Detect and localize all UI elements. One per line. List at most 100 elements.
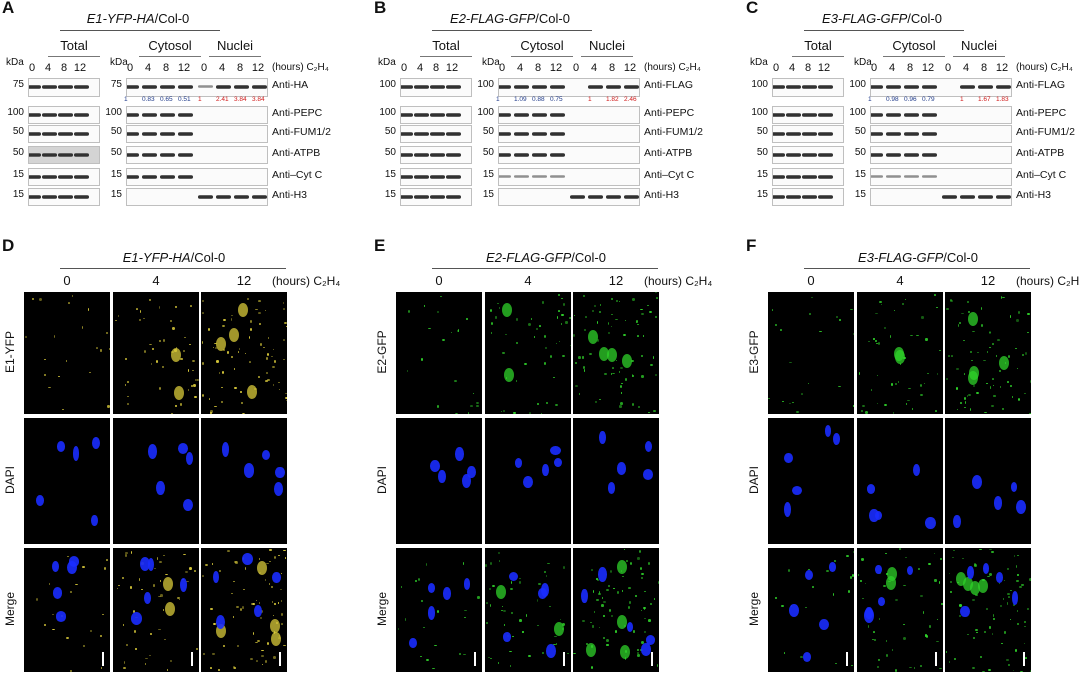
signal-speck xyxy=(543,362,547,365)
signal-speck xyxy=(170,412,174,414)
signal-speck xyxy=(24,335,27,338)
signal-speck xyxy=(192,369,194,372)
signal-speck xyxy=(548,606,551,608)
signal-speck xyxy=(984,631,986,633)
signal-blob xyxy=(171,348,182,363)
signal-speck xyxy=(164,638,166,640)
signal-speck xyxy=(874,638,876,641)
signal-speck xyxy=(503,409,505,413)
signal-speck xyxy=(625,559,629,562)
band xyxy=(532,85,547,89)
signal-speck xyxy=(911,408,914,411)
quant-nuclei-A-3: 3.84 xyxy=(252,96,265,103)
nucleus xyxy=(1011,590,1018,605)
signal-blob xyxy=(504,368,515,383)
signal-speck xyxy=(222,371,225,374)
signal-speck xyxy=(637,335,639,338)
signal-speck xyxy=(501,411,503,413)
micro-timepoint-4h: 4 xyxy=(896,273,904,288)
micrograph-e3-gfp-0h xyxy=(768,292,854,414)
signal-speck xyxy=(193,570,197,573)
timepoint-total-0h: 0 xyxy=(28,62,36,74)
signal-speck xyxy=(491,322,494,326)
signal-speck xyxy=(601,597,603,599)
signal-speck xyxy=(781,604,785,608)
signal-speck xyxy=(125,551,128,554)
blot-fraction-A-row2 xyxy=(126,125,268,143)
nucleus xyxy=(599,431,606,444)
signal-speck xyxy=(434,644,437,647)
band xyxy=(29,132,41,136)
signal-speck xyxy=(463,616,466,618)
band xyxy=(198,195,213,199)
signal-speck xyxy=(504,333,507,335)
band xyxy=(532,113,547,117)
signal-speck xyxy=(463,609,467,612)
construct-name: E3-FLAG-GFP xyxy=(858,250,944,265)
signal-speck xyxy=(283,358,286,361)
timepoint-nuclei-8h: 8 xyxy=(236,62,244,74)
signal-speck xyxy=(164,574,168,576)
nucleus xyxy=(869,508,879,523)
signal-speck xyxy=(248,336,250,339)
signal-speck xyxy=(787,568,791,572)
micrograph-e1-yfp-0h xyxy=(24,292,110,414)
nucleus xyxy=(55,611,67,622)
signal-speck xyxy=(204,563,208,566)
signal-speck xyxy=(193,384,197,387)
signal-blob xyxy=(885,576,896,591)
signal-speck xyxy=(974,564,977,568)
signal-speck xyxy=(226,550,230,553)
signal-speck xyxy=(775,596,777,600)
signal-speck xyxy=(618,370,621,373)
signal-speck xyxy=(144,662,146,665)
band xyxy=(127,175,139,179)
row-label-dapi: DAPI xyxy=(747,466,761,495)
kda-cyto-B-row4: 15 xyxy=(482,169,494,180)
signal-speck xyxy=(271,600,273,604)
signal-speck xyxy=(988,549,992,551)
signal-speck xyxy=(141,588,143,590)
signal-speck xyxy=(862,405,866,408)
signal-speck xyxy=(1012,669,1014,672)
antibody-label-A-row4: Anti–Cyt C xyxy=(272,169,323,181)
band xyxy=(550,85,565,89)
band xyxy=(802,195,817,199)
band xyxy=(773,132,785,136)
signal-speck xyxy=(428,327,431,329)
band xyxy=(773,195,785,199)
signal-speck xyxy=(573,652,576,654)
signal-speck xyxy=(849,576,852,579)
signal-speck xyxy=(1012,396,1014,398)
band xyxy=(216,195,231,199)
construct-background: /Col-0 xyxy=(907,11,942,26)
quant-cytosol-C-0: 1 xyxy=(868,96,872,103)
signal-speck xyxy=(210,409,213,413)
signal-speck xyxy=(96,346,98,349)
band xyxy=(499,113,511,117)
signal-speck xyxy=(212,346,215,349)
signal-speck xyxy=(1022,353,1024,357)
signal-speck xyxy=(637,323,640,326)
row-label-dapi: DAPI xyxy=(375,466,389,495)
construct-name: E3-FLAG-GFP xyxy=(822,11,908,26)
signal-speck xyxy=(924,634,927,637)
signal-speck xyxy=(624,319,626,322)
blot-fraction-B-row4 xyxy=(498,168,640,186)
antibody-label-A-row3: Anti-ATPB xyxy=(272,147,321,159)
band xyxy=(886,175,901,178)
signal-blob xyxy=(586,642,597,657)
nucleus xyxy=(147,444,158,459)
signal-speck xyxy=(462,562,465,565)
signal-speck xyxy=(884,403,887,406)
signal-speck xyxy=(490,331,492,334)
kda-total-A-row1: 100 xyxy=(7,107,24,118)
signal-speck xyxy=(636,652,639,654)
signal-speck xyxy=(610,372,613,376)
signal-speck xyxy=(988,331,991,335)
signal-speck xyxy=(281,600,283,603)
signal-speck xyxy=(130,586,132,590)
nucleus xyxy=(804,569,813,581)
antibody-label-C-row3: Anti-ATPB xyxy=(1016,147,1065,159)
nucleus xyxy=(542,464,549,477)
